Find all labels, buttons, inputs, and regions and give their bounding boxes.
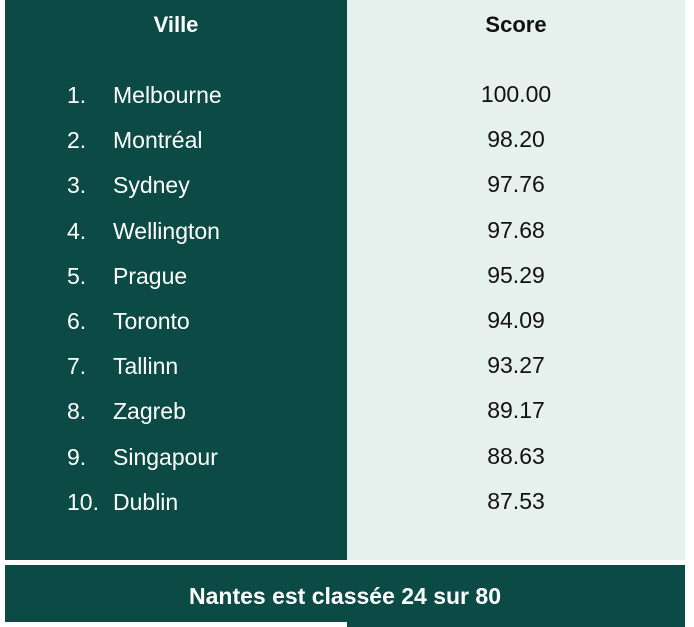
rank-number: 5.	[67, 262, 87, 289]
score-value: 88.63	[487, 442, 545, 469]
score-value: 100.00	[480, 81, 552, 107]
footer-divider	[5, 622, 347, 627]
city-name: Tallinn	[113, 353, 179, 380]
table-row: 4. Wellington 97.68	[5, 214, 685, 259]
city-name: Wellington	[113, 217, 220, 244]
city-name: Dublin	[113, 488, 179, 515]
rank-number: 4.	[67, 217, 87, 244]
city-name: Prague	[113, 262, 188, 289]
rank-number: 7.	[67, 353, 87, 380]
table-body: 1. Melbourne 100.00 2. Montréal 98.20 3.…	[5, 78, 685, 530]
ranking-table: Ville Score 1. Melbourne 100.00 2. Montr…	[5, 0, 685, 627]
city-name: Sydney	[113, 172, 190, 199]
score-column-background	[347, 0, 685, 560]
score-value: 87.53	[487, 487, 545, 514]
table-row: 3. Sydney 97.76	[5, 168, 685, 213]
score-value: 97.68	[487, 216, 545, 243]
score-value: 94.09	[487, 306, 545, 333]
table-row: 7. Tallinn 93.27	[5, 349, 685, 394]
score-value: 89.17	[487, 397, 545, 424]
rank-number: 2.	[67, 127, 87, 154]
ranking-footer: Nantes est classée 24 sur 80	[5, 565, 685, 627]
table-row: 5. Prague 95.29	[5, 259, 685, 304]
rank-number: 10.	[67, 488, 99, 515]
header-score: Score	[485, 12, 547, 37]
city-name: Zagreb	[113, 398, 186, 425]
city-name: Melbourne	[113, 82, 222, 108]
rank-number: 9.	[67, 443, 87, 470]
city-name: Montréal	[113, 127, 203, 154]
score-value: 95.29	[487, 261, 545, 288]
table-row: 2. Montréal 98.20	[5, 123, 685, 168]
table-row: 8. Zagreb 89.17	[5, 394, 685, 439]
header-ville: Ville	[153, 12, 199, 37]
rank-number: 6.	[67, 307, 87, 334]
rank-number: 8.	[67, 398, 87, 425]
table-row: 1. Melbourne 100.00	[5, 78, 685, 123]
footer-text: Nantes est classée 24 sur 80	[189, 582, 501, 609]
score-value: 98.20	[487, 126, 545, 153]
city-name: Singapour	[113, 443, 218, 470]
score-value: 93.27	[487, 352, 545, 379]
table-row: 6. Toronto 94.09	[5, 304, 685, 349]
rank-number: 3.	[67, 172, 87, 199]
score-value: 97.76	[487, 171, 545, 198]
table-row: 9. Singapour 88.63	[5, 440, 685, 485]
city-name: Toronto	[113, 307, 190, 334]
table-row: 10. Dublin 87.53	[5, 485, 685, 530]
rank-number: 1.	[67, 82, 87, 108]
city-column-background	[5, 0, 347, 560]
